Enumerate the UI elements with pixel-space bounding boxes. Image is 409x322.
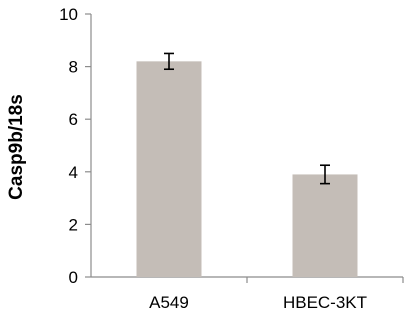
y-tick-label: 2 (69, 215, 78, 234)
y-tick-label: 0 (69, 268, 78, 287)
bar (292, 174, 358, 277)
category-label: A549 (149, 293, 189, 312)
x-categories: A549 HBEC-3KT (149, 293, 367, 312)
category-label: HBEC-3KT (283, 293, 367, 312)
y-tick-label: 8 (69, 58, 78, 77)
y-tick-label: 6 (69, 110, 78, 129)
y-tick-label: 4 (69, 163, 78, 182)
y-axis-title: Casp9b/18s (6, 94, 27, 200)
bars (136, 52, 358, 278)
bar (136, 61, 202, 278)
y-tick-label: 10 (59, 5, 78, 24)
y-ticks: 0 2 4 6 8 10 (59, 5, 91, 287)
